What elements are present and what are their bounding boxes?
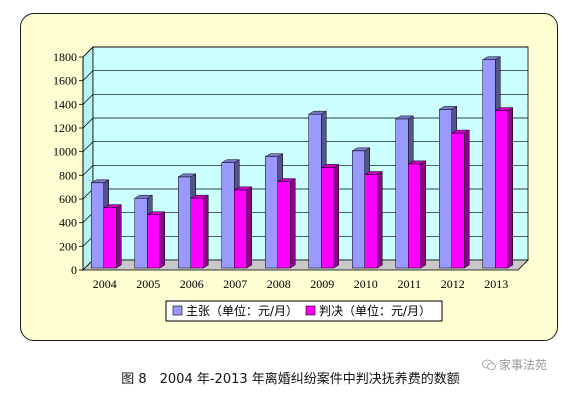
gridline-side xyxy=(82,165,94,176)
bar-judged xyxy=(277,181,291,269)
bar-judged xyxy=(103,207,117,269)
x-tick-label: 2007 xyxy=(223,277,247,291)
y-tick-label: 1400 xyxy=(53,97,77,111)
bar-top-judged xyxy=(102,204,123,208)
bar-top-claimed xyxy=(351,147,371,152)
bar-side-judged xyxy=(159,211,165,269)
y-tick-label: 600 xyxy=(59,192,77,206)
bar-claimed xyxy=(221,162,235,269)
bar-top-claimed xyxy=(220,159,241,163)
bar-judged xyxy=(495,110,508,269)
bar-top-claimed xyxy=(307,110,328,115)
bar-top-judged xyxy=(494,107,514,111)
bar-side-judged xyxy=(377,171,383,269)
gridline-side xyxy=(82,117,94,129)
bar-top-claimed xyxy=(481,56,502,60)
watermark-text: 家事法苑 xyxy=(499,358,548,372)
bar-side-judged xyxy=(290,178,296,269)
wechat-icon xyxy=(482,359,496,371)
bar-claimed xyxy=(352,150,365,269)
bar-claimed xyxy=(178,176,191,269)
legend-swatch-judged xyxy=(305,305,316,316)
bar-top-judged xyxy=(189,194,210,199)
y-tick-label: 400 xyxy=(59,216,77,230)
x-tick-label: 2011 xyxy=(397,277,421,291)
y-tick-label: 200 xyxy=(59,239,77,253)
bar-judged xyxy=(234,189,247,269)
bar-top-claimed xyxy=(438,106,458,110)
legend: 主张（单位：元/月） 判决（单位：元/月） xyxy=(165,300,443,322)
legend-label-claimed: 主张（单位：元/月） xyxy=(186,303,298,318)
bar-claimed xyxy=(134,197,148,269)
gridline-side xyxy=(82,46,94,58)
y-tick-label: 1000 xyxy=(53,145,77,159)
y-tick-label: 1600 xyxy=(53,74,77,88)
bar-claimed xyxy=(308,113,322,269)
bar-side-judged xyxy=(203,194,209,269)
bar-side-judged xyxy=(116,204,122,269)
x-tick-label: 2010 xyxy=(354,277,378,291)
x-tick-label: 2012 xyxy=(441,277,465,291)
bar-side-judged xyxy=(420,160,426,269)
bar-side-judged xyxy=(507,107,513,269)
x-tick-label: 2004 xyxy=(93,277,117,291)
bar-top-judged xyxy=(363,171,384,175)
bar-top-judged xyxy=(146,211,166,215)
bar-top-claimed xyxy=(90,179,110,184)
bar-top-claimed xyxy=(264,153,284,158)
bar-top-claimed xyxy=(394,115,415,120)
bar-top-judged xyxy=(276,178,297,182)
bar-top-claimed xyxy=(177,173,197,178)
gridline-side xyxy=(82,94,94,105)
legend-label-judged: 判决（单位：元/月） xyxy=(319,303,431,318)
x-tick-label: 2006 xyxy=(180,277,204,291)
legend-box xyxy=(165,300,443,322)
bar-judged xyxy=(364,174,378,269)
bar-side-judged xyxy=(333,163,339,269)
bar-side-judged xyxy=(246,186,252,269)
bar-top-judged xyxy=(450,129,471,134)
y-tick-label: 1800 xyxy=(53,50,77,64)
x-tick-label: 2005 xyxy=(136,277,160,291)
y-tick-label: 1200 xyxy=(53,121,77,135)
figure-caption: 图 8 2004 年-2013 年离婚纠纷案件中判决抚养费的数额 xyxy=(121,372,460,387)
bar-side-judged xyxy=(464,129,470,269)
gridline-side xyxy=(82,141,94,152)
gridline-side xyxy=(82,70,94,81)
bar-judged xyxy=(147,214,160,269)
bar-claimed xyxy=(395,118,409,269)
x-tick-label: 2008 xyxy=(267,277,291,291)
bar-claimed xyxy=(265,156,278,269)
bar-top-judged xyxy=(320,164,340,168)
bar-judged xyxy=(190,197,204,269)
x-tick-label: 2013 xyxy=(484,277,508,291)
axis-labels: 0 200 400 600 800 1000 1200 1400 1600 1800 2004 200… xyxy=(53,50,508,291)
bar-claimed xyxy=(439,109,452,269)
y-tick-label: 0 xyxy=(71,263,77,277)
bar-judged xyxy=(451,132,465,269)
bar-top-judged xyxy=(407,160,427,165)
y-tick-label: 800 xyxy=(59,168,77,182)
x-tick-label: 2009 xyxy=(310,277,334,291)
bar-claimed xyxy=(91,182,104,269)
bar-claimed xyxy=(482,59,496,269)
bar-judged xyxy=(408,163,421,269)
watermark: 家事法苑 xyxy=(482,356,547,373)
bar-judged xyxy=(321,167,334,269)
bar-top-judged xyxy=(233,186,253,191)
bars-group xyxy=(90,56,514,269)
bar-top-claimed xyxy=(133,194,154,199)
legend-swatch-claimed xyxy=(172,305,183,316)
